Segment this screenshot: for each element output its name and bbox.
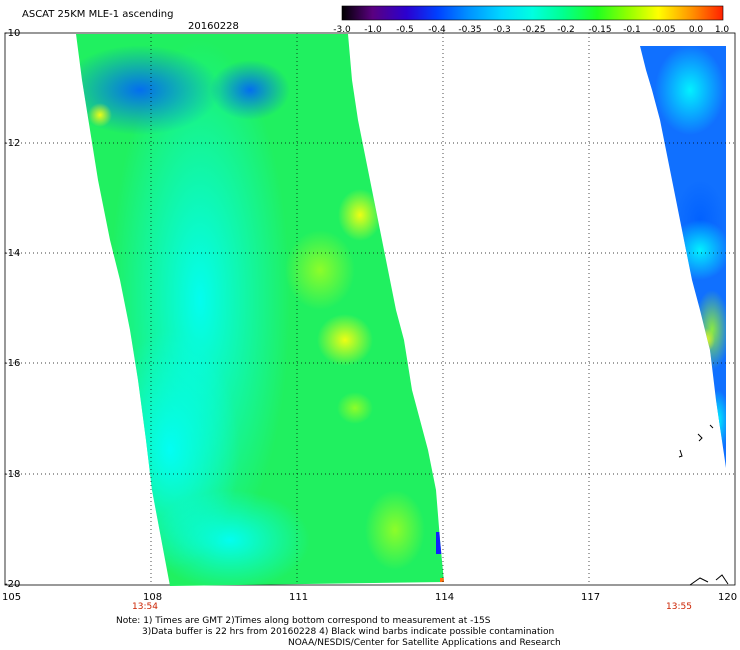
colorbar (341, 5, 724, 21)
footer-note-2: 3)Data buffer is 22 hrs from 20160228 4)… (142, 627, 555, 637)
colorbar-label: -0.5 (396, 25, 414, 35)
colorbar-label: -0.2 (557, 25, 575, 35)
lat-label: -20 (4, 579, 21, 590)
footer-note-1: Note: 1) Times are GMT 2)Times along bot… (116, 616, 491, 626)
coastline (678, 424, 729, 586)
colorbar-label: -0.05 (652, 25, 676, 35)
colorbar-label: -0.15 (588, 25, 612, 35)
lon-label: 120 (718, 592, 738, 603)
lon-label: 114 (435, 592, 455, 603)
lat-label: -16 (4, 358, 21, 369)
colorbar-label: -0.3 (493, 25, 511, 35)
lat-label: -14 (4, 248, 21, 259)
gridlines (5, 33, 735, 585)
lon-label: 105 (2, 592, 22, 603)
lon-label: 108 (143, 592, 163, 603)
lon-label: 111 (289, 592, 309, 603)
pass-time: 13:55 (666, 602, 692, 612)
lat-label: -18 (4, 469, 21, 480)
lon-label: 117 (581, 592, 601, 603)
map-date: 20160228 (188, 21, 239, 32)
colorbar-label: 0.0 (688, 25, 704, 35)
pass-time: 13:54 (132, 602, 158, 612)
colorbar-label: 1.0 (714, 25, 730, 35)
map-title: ASCAT 25KM MLE-1 ascending (22, 9, 174, 20)
colorbar-label: -1.0 (364, 25, 382, 35)
lat-label: -10 (4, 28, 21, 39)
colorbar-label: -0.35 (458, 25, 482, 35)
footer-note-3: NOAA/NESDIS/Center for Satellite Applica… (288, 638, 561, 648)
colorbar-label: -3.0 (333, 25, 351, 35)
colorbar-label: -0.4 (428, 25, 446, 35)
colorbar-label: -0.1 (623, 25, 641, 35)
lat-label: -12 (4, 138, 21, 149)
colorbar-label: -0.25 (522, 25, 546, 35)
